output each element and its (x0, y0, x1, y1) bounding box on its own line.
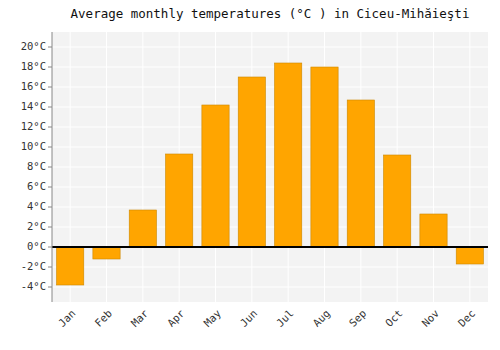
x-tick-label: Aug (310, 307, 332, 329)
y-tick-label: -2°C (21, 260, 46, 272)
x-grid-line (142, 32, 143, 302)
y-grid-line (52, 107, 488, 108)
y-tick-label: 14°C (21, 100, 46, 112)
bar (202, 105, 229, 247)
y-ticks: -4°C -2°C 0°C 2°C 4°C 6°C 8°C 10°C 12°C 14°C 16°C 1… (21, 40, 52, 292)
title: Average monthly temperatures (°C ) in Ci… (71, 6, 470, 21)
y-grid-line (52, 267, 488, 268)
y-tick (48, 107, 52, 108)
y-tick (48, 187, 52, 188)
y-grid-line (52, 167, 488, 168)
bar (275, 63, 302, 247)
y-grid-line (52, 127, 488, 128)
plot-area (52, 32, 488, 302)
bar (311, 67, 338, 247)
x-tick-label: Jul (274, 307, 296, 329)
y-tick (48, 47, 52, 48)
bar (420, 214, 447, 247)
y-tick-label: 2°C (27, 220, 46, 232)
bar (347, 100, 374, 247)
y-tick (48, 127, 52, 128)
x-tick-label: Jan (56, 307, 78, 329)
y-tick-label: 0°C (27, 240, 46, 252)
y-tick-label: -4°C (21, 280, 46, 292)
x-tick-label: Dec (455, 307, 477, 329)
x-tick-label: Oct (383, 307, 405, 329)
y-tick (48, 147, 52, 148)
x-grid-line (106, 32, 107, 302)
bar (57, 247, 84, 285)
y-grid-line (52, 187, 488, 188)
x-tick-label: Feb (92, 307, 114, 329)
grid (52, 32, 488, 302)
chart: -4°C -2°C 0°C 2°C 4°C 6°C 8°C 10°C 12°C 14°C 16°C 1… (0, 0, 500, 350)
y-tick (48, 267, 52, 268)
x-tick-label: Mar (128, 307, 150, 329)
y-tick (48, 247, 52, 248)
y-grid-line (52, 87, 488, 88)
y-grid-line (52, 287, 488, 288)
y-tick (48, 287, 52, 288)
y-tick-label: 12°C (21, 120, 46, 132)
x-tick-label: May (201, 307, 223, 329)
x-tick-label: Sep (346, 307, 368, 329)
y-grid-line (52, 207, 488, 208)
bar (456, 247, 483, 264)
y-grid-line (52, 247, 488, 248)
y-tick (48, 227, 52, 228)
y-tick (48, 87, 52, 88)
y-grid-line (52, 67, 488, 68)
bar (384, 155, 411, 247)
y-tick-label: 16°C (21, 80, 46, 92)
x-grid-line (433, 32, 434, 302)
y-tick-label: 4°C (27, 200, 46, 212)
y-grid-line (52, 47, 488, 48)
bar (166, 154, 193, 247)
y-tick-label: 18°C (21, 60, 46, 72)
y-tick (48, 67, 52, 68)
y-tick (48, 167, 52, 168)
x-ticks: Jan Feb Mar Apr May Jun Jul Aug Sep Oct Nov Dec (56, 307, 478, 329)
y-grid-line (52, 147, 488, 148)
x-tick-label: Jun (237, 307, 259, 329)
y-tick-label: 10°C (21, 140, 46, 152)
bar (238, 77, 265, 247)
bar (93, 247, 120, 259)
bars (57, 63, 484, 285)
x-tick-label: Nov (419, 307, 441, 329)
x-tick-label: Apr (165, 307, 187, 329)
y-tick-label: 8°C (27, 160, 46, 172)
y-tick (48, 207, 52, 208)
bar (129, 210, 156, 247)
y-tick-label: 20°C (21, 40, 46, 52)
baseline (52, 246, 488, 248)
y-tick-label: 6°C (27, 180, 46, 192)
